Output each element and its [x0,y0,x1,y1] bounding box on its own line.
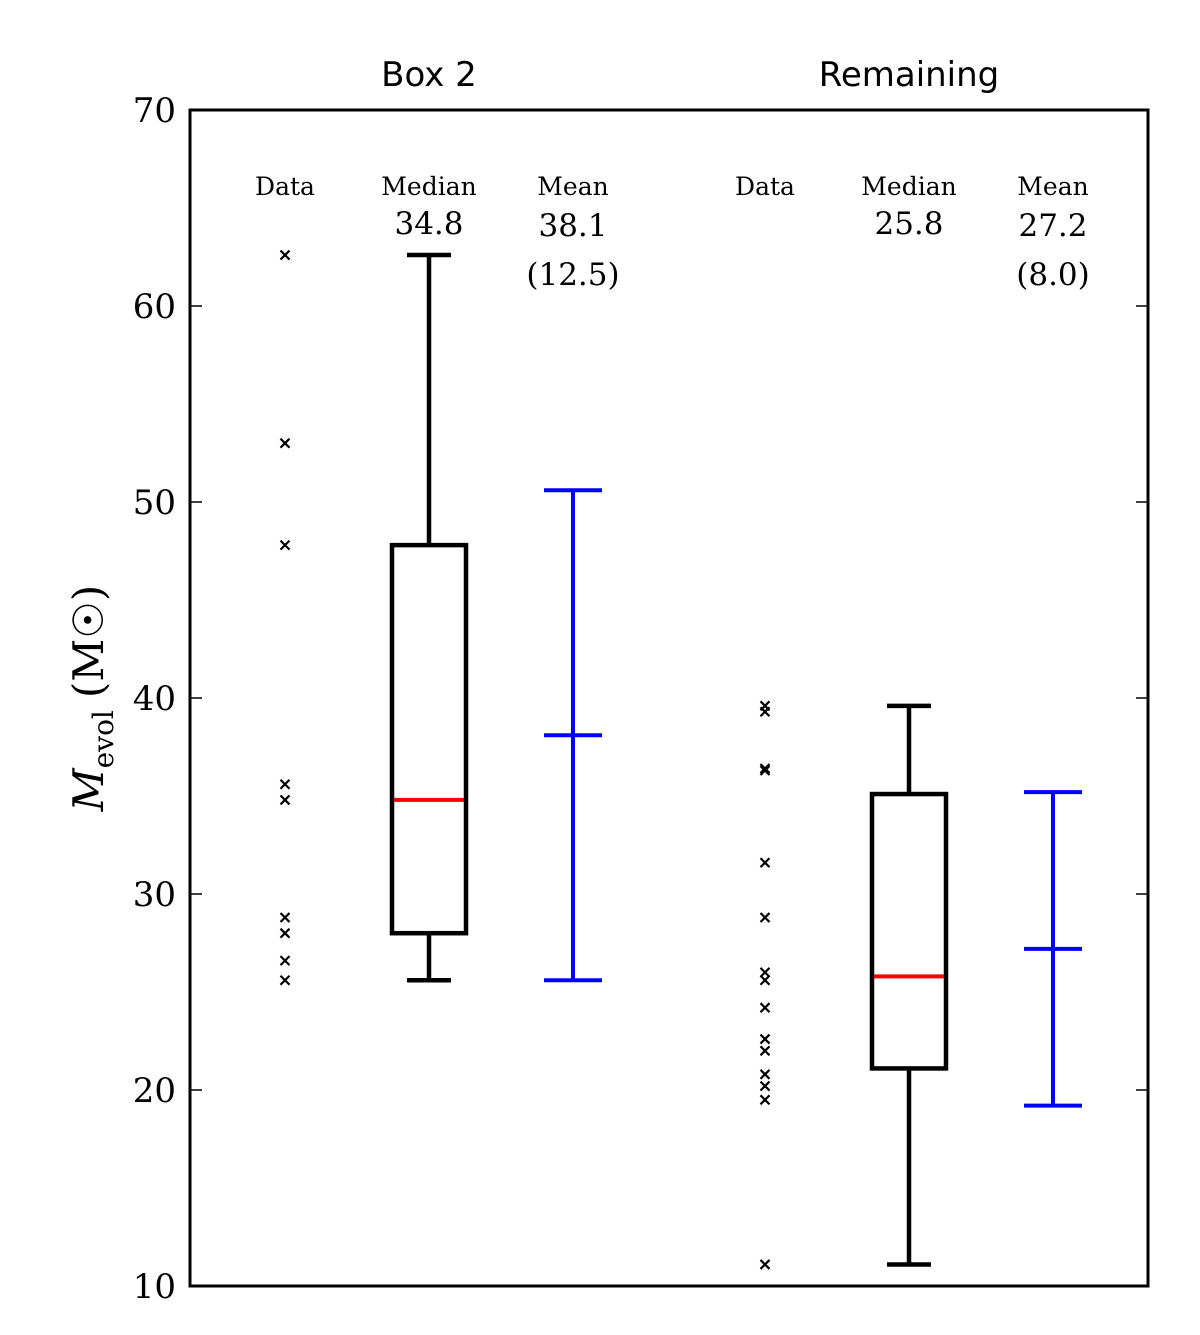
data-point [759,1069,771,1080]
y-axis: 10 20 30 40 50 60 70 [133,91,1148,1307]
iqr-box [389,542,469,936]
data-point [759,706,771,717]
std-value-label: (12.5) [526,257,619,293]
data-point [759,1080,771,1092]
std-value-label: (8.0) [1016,257,1090,293]
y-axis-label: Mevol (M☉) [64,585,120,813]
data-column-label: Data [255,172,315,201]
mean-value-label: 38.1 [538,208,607,244]
median-value-label: 34.8 [394,206,463,242]
median-column-label: Median [861,172,956,201]
mean-column-label: Mean [1017,172,1088,201]
y-tick-label: 70 [133,91,176,131]
median-column-label: Median [381,172,476,201]
data-point [759,1094,771,1106]
data-point [759,1045,771,1057]
y-tick-label: 10 [133,1267,176,1307]
data-column-label: Data [735,172,795,201]
data-point [759,912,771,923]
y-axis-label-unit: (M☉) [64,585,113,698]
iqr-box [869,791,949,1071]
group-title: Remaining [819,55,1000,95]
data-point [279,794,291,806]
y-tick-label: 50 [133,483,176,523]
box-groups: Box 2 Data Median 34.8 Mean 38.1 (12.5) Remaini… [255,55,1090,1270]
data-point [279,974,291,986]
plot-frame [188,108,1150,1288]
mean-column-label: Mean [537,172,608,201]
data-point [759,1259,771,1270]
y-tick-label: 30 [133,875,176,915]
y-tick-label: 60 [133,287,176,327]
y-axis-label-sub: evol [87,710,120,768]
data-point [759,765,771,776]
data-point [279,955,291,966]
y-axis-label-main: M [64,767,113,812]
group-1: Box 2 Data Median 34.8 Mean 38.1 (12.5) [255,55,620,986]
data-point [759,974,771,986]
y-tick-label: 40 [133,679,176,719]
data-point [759,857,771,868]
y-tick-label: 20 [133,1071,176,1111]
data-point [759,1002,771,1013]
data-point [759,967,771,978]
mean-value-label: 27.2 [1018,208,1087,244]
group-title: Box 2 [381,55,477,95]
data-point [279,778,291,790]
data-point [759,763,771,774]
data-point [279,912,291,923]
data-point [279,927,291,939]
group-2: Remaining Data Median 25.8 Mean 27.2 (8.0) [735,55,1090,1270]
data-point [759,1033,771,1045]
data-point [279,249,291,261]
data-point [279,437,291,449]
median-value-label: 25.8 [874,206,943,242]
data-point [279,539,291,551]
